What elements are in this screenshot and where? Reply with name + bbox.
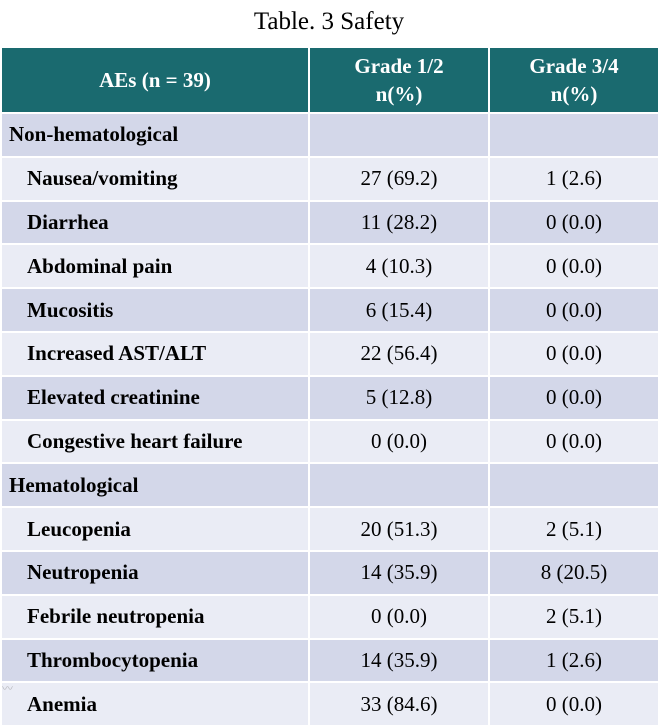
grade-3-4-value: 2 (5.1) [488,506,658,552]
header-aes: AEs (n = 39) [0,46,310,114]
ae-label: Leucopenia [0,506,310,552]
grade-3-4-value: 0 (0.0) [488,199,658,246]
grade-1-2-value [308,112,490,158]
ae-label: Nausea/vomiting [0,155,310,202]
table-row: Leucopenia 20 (51.3) 2 (5.1) [0,506,658,552]
grade-1-2-value: 6 (15.4) [308,287,490,333]
grade-3-4-value: 2 (5.1) [488,593,658,640]
table-caption: Table. 3 Safety [253,8,405,35]
table-body: Non-hematological Nausea/vomiting 27 (69.2… [0,112,658,727]
ae-label: Congestive heart failure [0,418,310,465]
table-row: Febrile neutropenia 0 (0.0) 2 (5.1) [0,593,658,640]
grade-3-4-value [488,112,658,158]
ae-label: Diarrhea [0,199,310,246]
grade-1-2-value: 33 (84.6) [308,681,490,727]
table-row: Neutropenia 14 (35.9) 8 (20.5) [0,549,658,596]
grade-3-4-value: 0 (0.0) [488,330,658,377]
watermark: 〰 [2,682,13,695]
grade-1-2-value: 11 (28.2) [308,199,490,246]
section-row: Hematological [0,462,658,509]
grade-1-2-value: 22 (56.4) [308,330,490,377]
table-row: Congestive heart failure 0 (0.0) 0 (0.0) [0,418,658,465]
header-grade-1-2: Grade 1/2 n(%) [308,46,490,114]
section-label: Hematological [0,462,310,509]
ae-label: Increased AST/ALT [0,330,310,377]
grade-1-2-value: 20 (51.3) [308,506,490,552]
table-row: Diarrhea 11 (28.2) 0 (0.0) [0,199,658,246]
grade-1-2-value: 14 (35.9) [308,637,490,684]
grade-1-2-value: 0 (0.0) [308,593,490,640]
ae-label: Elevated creatinine [0,374,310,421]
header-row: AEs (n = 39) Grade 1/2 n(%) Grade 3/4 n(%) [0,46,658,114]
grade-3-4-value: 0 (0.0) [488,681,658,727]
grade-3-4-value: 0 (0.0) [488,374,658,421]
ae-label: Thrombocytopenia [0,637,310,684]
table-row: Abdominal pain 4 (10.3) 0 (0.0) [0,243,658,290]
table-row: Mucositis 6 (15.4) 0 (0.0) [0,287,658,333]
section-row: Non-hematological [0,112,658,158]
table-row: Elevated creatinine 5 (12.8) 0 (0.0) [0,374,658,421]
grade-1-2-value: 4 (10.3) [308,243,490,290]
table-row: Anemia 33 (84.6) 0 (0.0) [0,681,658,727]
grade-1-2-value: 0 (0.0) [308,418,490,465]
table-row: Nausea/vomiting 27 (69.2) 1 (2.6) [0,155,658,202]
table-row: Thrombocytopenia 14 (35.9) 1 (2.6) [0,637,658,684]
grade-3-4-value: 0 (0.0) [488,287,658,333]
grade-3-4-value [488,462,658,509]
grade-1-2-value: 5 (12.8) [308,374,490,421]
ae-label: Abdominal pain [0,243,310,290]
ae-label: Febrile neutropenia [0,593,310,640]
grade-3-4-value: 0 (0.0) [488,418,658,465]
grade-1-2-value: 14 (35.9) [308,549,490,596]
grade-3-4-value: 1 (2.6) [488,637,658,684]
table-row: Increased AST/ALT 22 (56.4) 0 (0.0) [0,330,658,377]
grade-3-4-value: 1 (2.6) [488,155,658,202]
grade-3-4-value: 0 (0.0) [488,243,658,290]
grade-3-4-value: 8 (20.5) [488,549,658,596]
ae-label: Neutropenia [0,549,310,596]
grade-1-2-value [308,462,490,509]
header-grade-3-4: Grade 3/4 n(%) [488,46,658,114]
ae-label: Mucositis [0,287,310,333]
safety-table: AEs (n = 39) Grade 1/2 n(%) Grade 3/4 n(%)… [0,46,658,727]
ae-label: Anemia [0,681,310,727]
section-label: Non-hematological [0,112,310,158]
grade-1-2-value: 27 (69.2) [308,155,490,202]
